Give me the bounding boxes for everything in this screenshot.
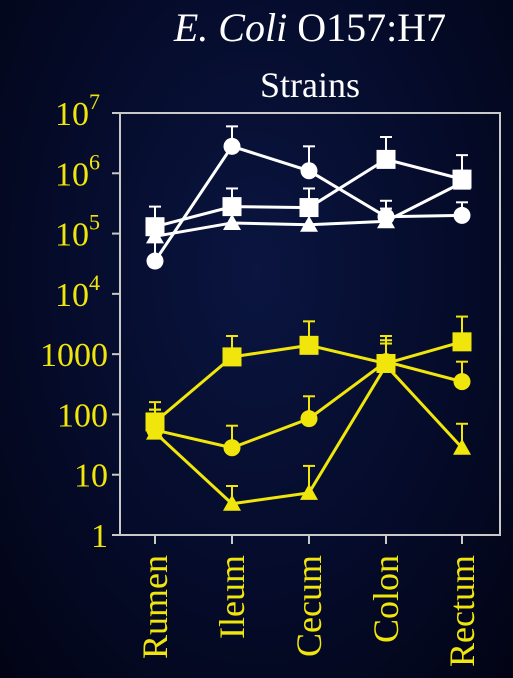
chart-title-line-1: E. Coli O157:H7 (0, 4, 513, 51)
data-point-square (222, 347, 242, 367)
y-tick-label: 105 (55, 210, 100, 254)
data-point-triangle (300, 483, 318, 500)
chart-title-italic: E. Coli (173, 5, 288, 50)
y-axis: 1 10 100 1000 104 105 106 107 (40, 89, 120, 555)
data-point-square (452, 332, 472, 352)
data-point-circle (453, 206, 471, 224)
data-point-triangle (223, 494, 241, 511)
data-point-circle (453, 373, 471, 391)
series-layer (145, 125, 472, 511)
data-point-triangle (146, 423, 164, 440)
data-point-circle (223, 137, 241, 155)
chart-title-line-2: Strains (259, 65, 360, 105)
series-5 (146, 342, 471, 511)
y-tick-label: 10 (74, 458, 108, 495)
data-point-triangle (300, 215, 318, 232)
data-point-triangle (377, 356, 395, 373)
x-tick-label-rumen: Rumen (135, 555, 175, 659)
y-tick-label: 104 (55, 270, 100, 314)
data-point-square (376, 149, 396, 169)
y-tick-label: 1000 (40, 337, 108, 374)
data-point-triangle (453, 173, 471, 190)
data-point-circle (300, 162, 318, 180)
y-tick-label: 107 (55, 89, 100, 133)
data-point-square (222, 197, 242, 217)
y-tick-label: 1 (91, 518, 108, 555)
x-axis: Rumen Ileum Cecum Colon Rectum (135, 535, 482, 667)
data-point-triangle (377, 212, 395, 229)
data-point-square (299, 335, 319, 355)
y-tick-label: 106 (55, 149, 100, 193)
x-tick-label-colon: Colon (366, 555, 406, 643)
data-point-triangle (223, 213, 241, 230)
chart-title-strain-id: O157:H7 (287, 5, 447, 50)
data-point-circle (300, 410, 318, 428)
x-tick-label-rectum: Rectum (442, 555, 482, 667)
y-tick-label: 100 (57, 397, 108, 434)
data-point-triangle (146, 227, 164, 244)
series-2 (146, 169, 471, 244)
data-point-circle (146, 252, 164, 270)
data-point-triangle (453, 438, 471, 455)
data-point-circle (223, 439, 241, 457)
x-tick-label-ileum: Ileum (212, 555, 252, 639)
x-tick-label-cecum: Cecum (289, 555, 329, 657)
